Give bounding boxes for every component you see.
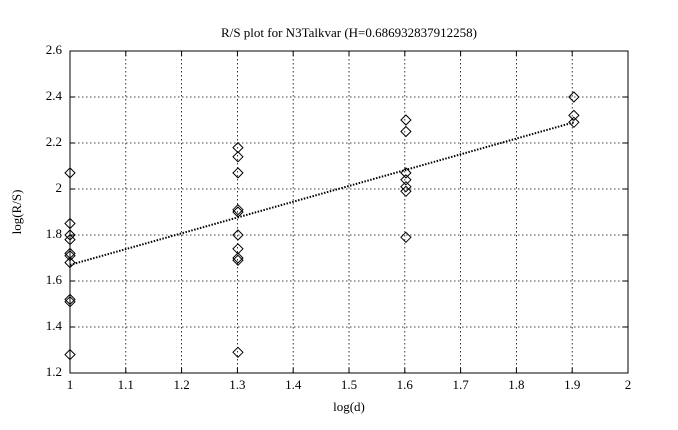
- data-point: [232, 203, 244, 216]
- fit-line: [69, 121, 575, 266]
- data-point: [64, 293, 76, 306]
- x-tick-label: 1.6: [397, 377, 414, 392]
- data-point: [400, 125, 412, 138]
- data-point: [400, 180, 412, 193]
- data-point: [64, 167, 76, 179]
- y-tick-label: 2.2: [46, 134, 62, 149]
- x-tick-label: 2: [625, 377, 632, 392]
- data-point: [232, 252, 244, 264]
- data-point: [232, 254, 244, 267]
- data-point: [64, 229, 76, 241]
- data-point: [400, 231, 412, 244]
- data-point: [400, 174, 412, 186]
- x-tick-label: 1: [67, 377, 74, 392]
- y-axis-label: log(R/S): [9, 190, 24, 235]
- data-point: [232, 346, 244, 359]
- y-tick-label: 2: [56, 180, 63, 195]
- x-tick-label: 1.7: [452, 377, 469, 392]
- x-tick-label: 1.3: [229, 377, 245, 392]
- data-point: [64, 249, 76, 262]
- x-tick-label: 1.4: [285, 377, 302, 392]
- data-point: [232, 167, 244, 179]
- data-point: [232, 141, 244, 154]
- data-point: [568, 116, 580, 129]
- x-tick-label: 1.5: [341, 377, 357, 392]
- y-tick-label: 1.2: [46, 364, 62, 379]
- x-axis-label: log(d): [333, 399, 365, 414]
- data-point: [232, 229, 244, 241]
- chart-title: R/S plot for N3Talkvar (H=0.686932837912…: [221, 25, 477, 40]
- data-point: [64, 247, 76, 260]
- x-tick-label: 1.9: [564, 377, 580, 392]
- data-point: [568, 91, 580, 103]
- y-tick-label: 2.4: [46, 88, 63, 103]
- data-point: [400, 185, 412, 198]
- x-tick-label: 1.1: [118, 377, 134, 392]
- data-point: [400, 114, 412, 126]
- x-tick-label: 1.2: [173, 377, 189, 392]
- data-point: [64, 256, 76, 269]
- x-tick-label: 1.8: [508, 377, 524, 392]
- y-tick-label: 1.6: [46, 272, 63, 287]
- data-point: [64, 233, 76, 246]
- data-point: [568, 109, 580, 122]
- data-point: [64, 217, 76, 230]
- data-point: [64, 348, 76, 361]
- y-tick-label: 1.4: [46, 318, 63, 333]
- y-tick-label: 1.8: [46, 226, 62, 241]
- y-tick-label: 2.6: [46, 42, 63, 57]
- data-point: [64, 295, 76, 308]
- data-point: [232, 151, 244, 163]
- data-point: [232, 243, 244, 255]
- plot-frame: [69, 50, 629, 374]
